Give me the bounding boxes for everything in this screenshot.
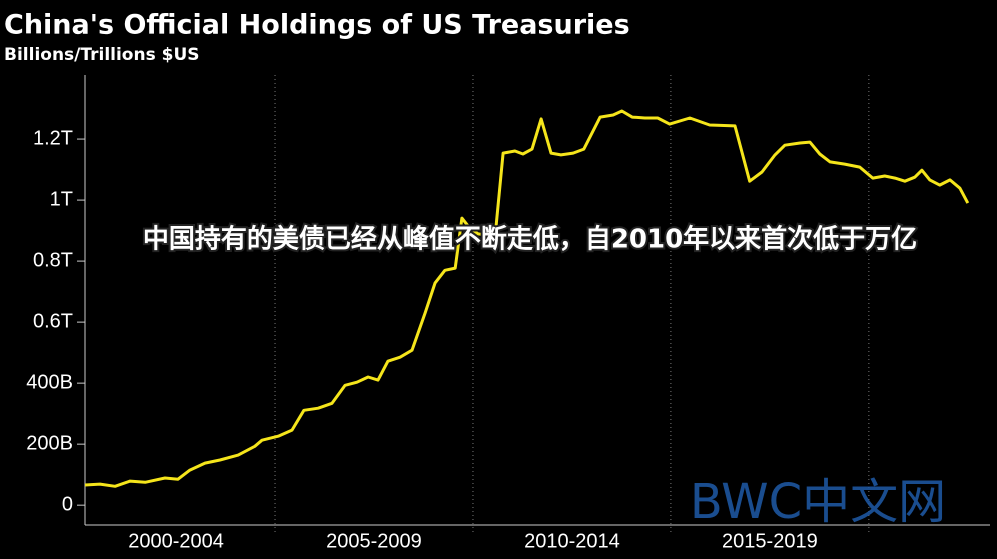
x-tick-label: 2015-2019: [722, 530, 818, 552]
y-tick-label: 400B: [26, 371, 73, 393]
chart-subtitle: Billions/Trillions $US: [4, 45, 200, 65]
y-tick-label: 1T: [50, 188, 73, 210]
x-tick-label: 2010-2014: [524, 530, 620, 552]
y-tick-label: 200B: [26, 432, 73, 454]
y-tick-label: 1.2T: [33, 127, 73, 149]
y-tick-label: 0.8T: [33, 249, 73, 271]
data-line: [84, 109, 970, 488]
y-tick-label: 0: [62, 493, 73, 515]
watermark: BWC中文网: [690, 474, 946, 530]
chart-title: China's Official Holdings of US Treasuri…: [4, 10, 630, 41]
x-tick-label: 2000-2004: [128, 530, 224, 552]
overlay-caption: 中国持有的美债已经从峰值不断走低，自2010年以来首次低于万亿: [143, 224, 917, 255]
x-tick-label: 2005-2009: [326, 530, 422, 552]
plot: 0 200B 400B 0.6T 0.8T 1T 1.2T 2000-2004 2005-200…: [26, 75, 990, 552]
y-tick-label: 0.6T: [33, 310, 73, 332]
